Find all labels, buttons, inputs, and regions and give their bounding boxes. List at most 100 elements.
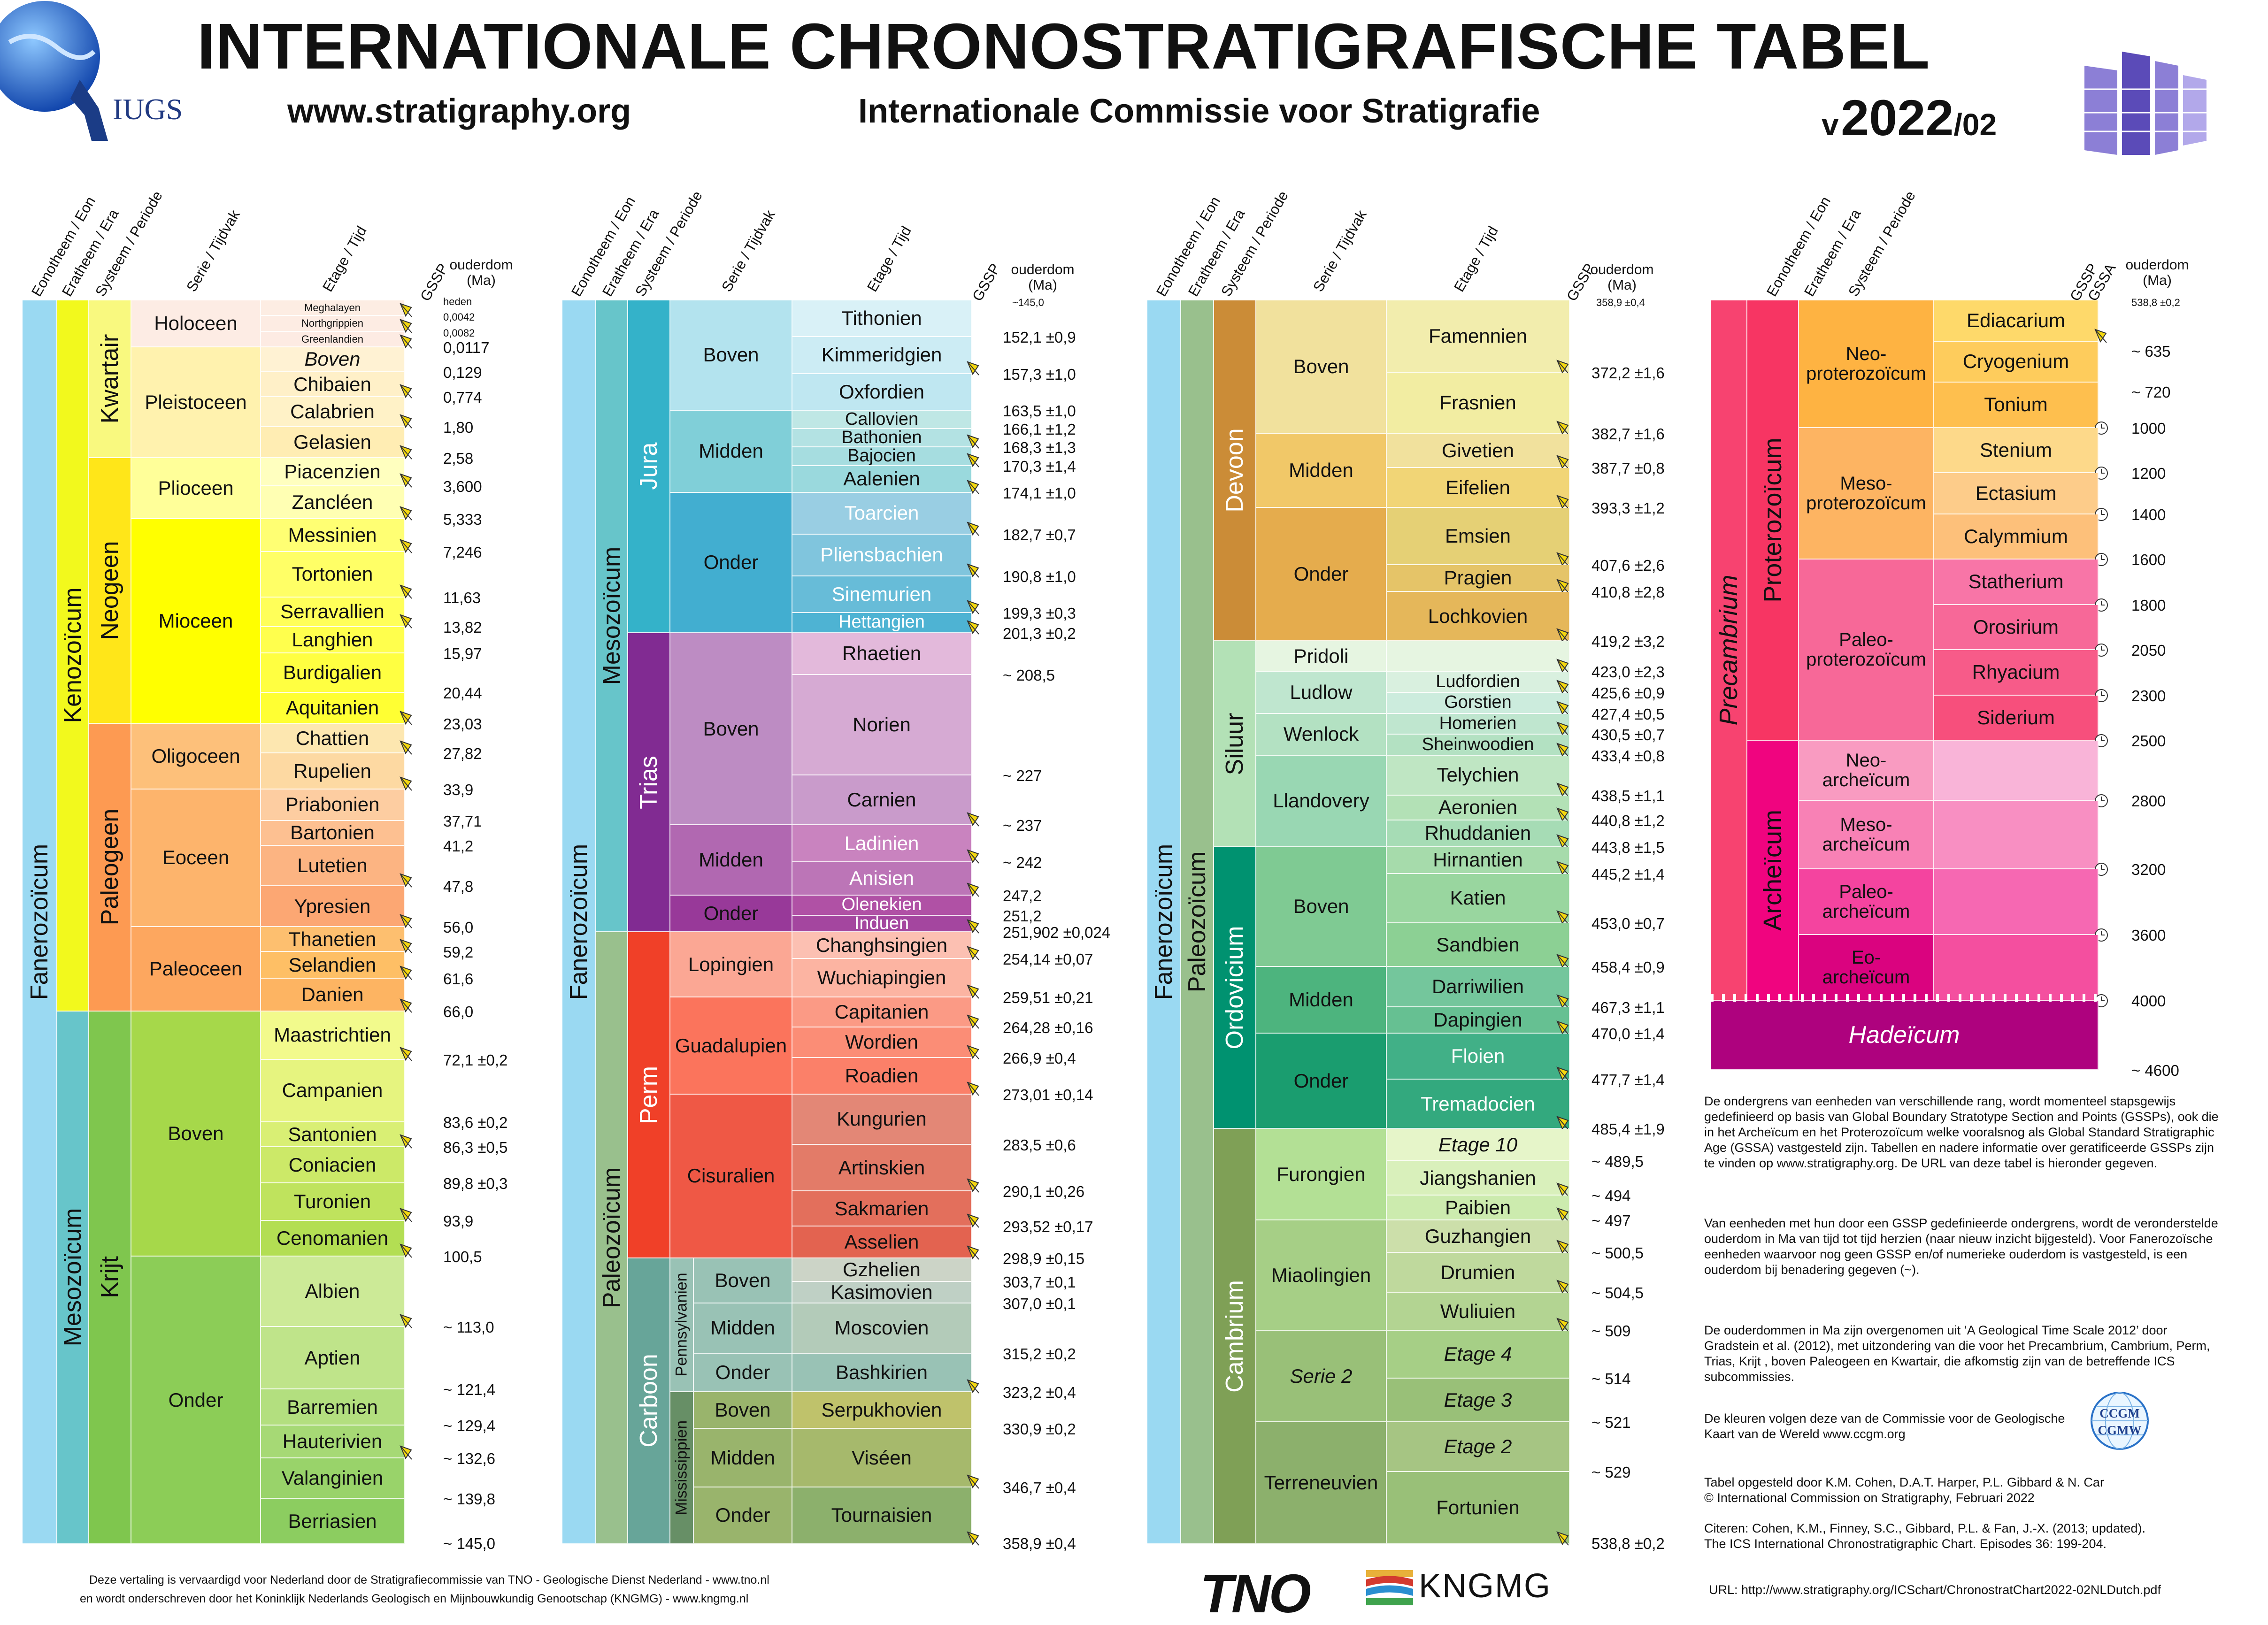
era-cell-label: Meso- archeïcum bbox=[1822, 814, 1910, 855]
stage-cell: Lochkovien bbox=[1387, 591, 1570, 642]
era-cell: Paleo- archeïcum bbox=[1799, 869, 1934, 935]
stage-cell-label: Asselien bbox=[844, 1231, 919, 1253]
stage-cell: Priabonien bbox=[261, 790, 405, 821]
age-label: 1400 bbox=[2131, 506, 2166, 523]
gssp-golden-spike-icon bbox=[967, 984, 979, 999]
version-year: 2022 bbox=[1841, 89, 1954, 146]
gssp-golden-spike-icon bbox=[400, 914, 412, 928]
series-cell: Boven bbox=[131, 1011, 261, 1257]
gssp-golden-spike-icon bbox=[400, 1243, 412, 1258]
age-label: 307,0 ±0,1 bbox=[1003, 1295, 1076, 1313]
series-cell: Wenlock bbox=[1256, 713, 1387, 756]
stage-cell-label: Hirnantien bbox=[1433, 849, 1523, 871]
stage-cell: Hettangien bbox=[792, 613, 972, 633]
series-cell: Onder bbox=[1256, 508, 1387, 642]
age-label: 2500 bbox=[2131, 732, 2166, 750]
series-cell: Onder bbox=[694, 1487, 792, 1544]
age-label: 0,774 bbox=[443, 389, 482, 406]
age-label: 259,51 ±0,21 bbox=[1003, 989, 1093, 1007]
stage-cell-label: Floien bbox=[1451, 1045, 1505, 1067]
series-cell-label: Midden bbox=[1289, 459, 1353, 482]
ccgm-logo: CCGM CGMW bbox=[2089, 1390, 2150, 1451]
age-label: ~ 237 bbox=[1003, 817, 1042, 835]
age-label: 445,2 ±1,4 bbox=[1591, 865, 1665, 883]
period-cell-label: Stenium bbox=[1979, 438, 2053, 461]
period-cell-label: Ordovicium bbox=[1221, 926, 1248, 1050]
gssp-golden-spike-icon bbox=[1556, 421, 1569, 435]
stage-cell-label: Fortunien bbox=[1436, 1496, 1520, 1518]
stage-cell: Rhaetien bbox=[792, 633, 972, 675]
stage-cell: Induen bbox=[792, 915, 972, 933]
col-header-stage: Etage / Tijd bbox=[1451, 223, 1501, 295]
period-cell: Trias bbox=[628, 633, 670, 933]
supereon-cell: Precambrium bbox=[1711, 300, 1747, 1001]
series-cell-label: Terreneuvien bbox=[1264, 1472, 1378, 1494]
version-label: v 2022/02 bbox=[1822, 88, 1997, 147]
age-label: 0,129 bbox=[443, 364, 482, 382]
stage-cell-label: Albien bbox=[305, 1280, 360, 1303]
period-cell: Cryogenium bbox=[1934, 341, 2099, 383]
stage-cell-label: Hauterivien bbox=[282, 1430, 383, 1452]
period-cell: Calymmium bbox=[1934, 514, 2099, 560]
gssp-golden-spike-icon bbox=[967, 919, 979, 934]
gssp-golden-spike-icon bbox=[1556, 455, 1569, 469]
eon-cell-label: Hadeïcum bbox=[1848, 1021, 1960, 1049]
stage-cell-label: Serpukhovien bbox=[821, 1398, 942, 1421]
stage-cell: Kimmeridgien bbox=[792, 337, 972, 374]
age-label: 254,14 ±0,07 bbox=[1003, 950, 1093, 968]
stage-cell: Gzhelien bbox=[792, 1258, 972, 1282]
gssp-golden-spike-icon bbox=[1556, 1066, 1569, 1081]
stage-cell-label: Etage 10 bbox=[1438, 1133, 1518, 1156]
stage-cell-label: Tournaisien bbox=[831, 1504, 932, 1526]
age-label: 86,3 ±0,5 bbox=[443, 1139, 508, 1157]
stage-cell-label: Wordien bbox=[845, 1031, 918, 1053]
note-authors: Tabel opgesteld door K.M. Cohen, D.A.T. … bbox=[1704, 1475, 2104, 1505]
series-cell-label: Boven bbox=[703, 717, 759, 740]
period-cell-label: Siluur bbox=[1221, 713, 1248, 775]
age-label: 423,0 ±2,3 bbox=[1591, 663, 1665, 681]
age-label: 290,1 ±0,26 bbox=[1003, 1183, 1085, 1201]
series-cell: Boven bbox=[670, 300, 792, 411]
gssp-golden-spike-icon bbox=[967, 1213, 979, 1228]
stage-cell: Sinemurien bbox=[792, 576, 972, 613]
series-cell: Plioceen bbox=[131, 458, 261, 520]
series-cell: Onder bbox=[131, 1257, 261, 1544]
footer-line2: en wordt onderschreven door het Koninkli… bbox=[80, 1592, 749, 1605]
age-label: 11,63 bbox=[443, 589, 481, 606]
commission-label: Internationale Commissie voor Stratigraf… bbox=[858, 92, 1540, 130]
stage-cell-label: Meghalayen bbox=[304, 302, 361, 314]
period-cell: Kwartair bbox=[89, 300, 131, 459]
period-cell-label: Jura bbox=[635, 442, 662, 490]
stage-cell: Barremien bbox=[261, 1389, 405, 1426]
stage-cell-label: Guzhangien bbox=[1424, 1225, 1531, 1247]
series-cell: Midden bbox=[670, 411, 792, 493]
stage-cell-label: Bashkirien bbox=[835, 1361, 928, 1383]
stage-cell: Tithonien bbox=[792, 300, 972, 337]
stage-cell: Hirnantien bbox=[1387, 847, 1570, 874]
era-cell-label: Neo- archeïcum bbox=[1822, 750, 1910, 790]
website-label: www.stratigraphy.org bbox=[287, 92, 631, 130]
age-label: ~ 521 bbox=[1591, 1414, 1631, 1432]
col-header-period: Systeem / Periode bbox=[1845, 188, 1919, 299]
stage-cell-label: Boven bbox=[304, 348, 361, 370]
stage-cell-label: Katien bbox=[1450, 887, 1506, 909]
series-cell-label: Onder bbox=[1293, 1069, 1349, 1092]
stage-cell-label: Santonien bbox=[288, 1123, 377, 1145]
series-cell: Boven bbox=[694, 1392, 792, 1429]
period-cell-label: Orosirium bbox=[1973, 615, 2059, 638]
period-cell-blank bbox=[1934, 741, 2099, 801]
eon-cell-label: Fanerozoïcum bbox=[26, 843, 53, 1000]
gssp-golden-spike-icon bbox=[967, 1044, 979, 1059]
stage-cell-label: Hettangien bbox=[838, 613, 925, 632]
gssp-golden-spike-icon bbox=[1556, 807, 1569, 822]
gssp-golden-spike-icon bbox=[2094, 328, 2107, 343]
period-cell-label: Devoon bbox=[1221, 428, 1248, 513]
series-cell-label: Boven bbox=[1293, 355, 1349, 377]
gssp-golden-spike-icon bbox=[400, 1134, 412, 1149]
age-label: 168,3 ±1,3 bbox=[1003, 439, 1076, 457]
age-label: 66,0 bbox=[443, 1003, 474, 1020]
series-cell: Onder bbox=[670, 492, 792, 633]
stage-cell: Meghalayen bbox=[261, 300, 405, 316]
stage-cell: Emsien bbox=[1387, 508, 1570, 566]
age-label: 427,4 ±0,5 bbox=[1591, 705, 1665, 723]
